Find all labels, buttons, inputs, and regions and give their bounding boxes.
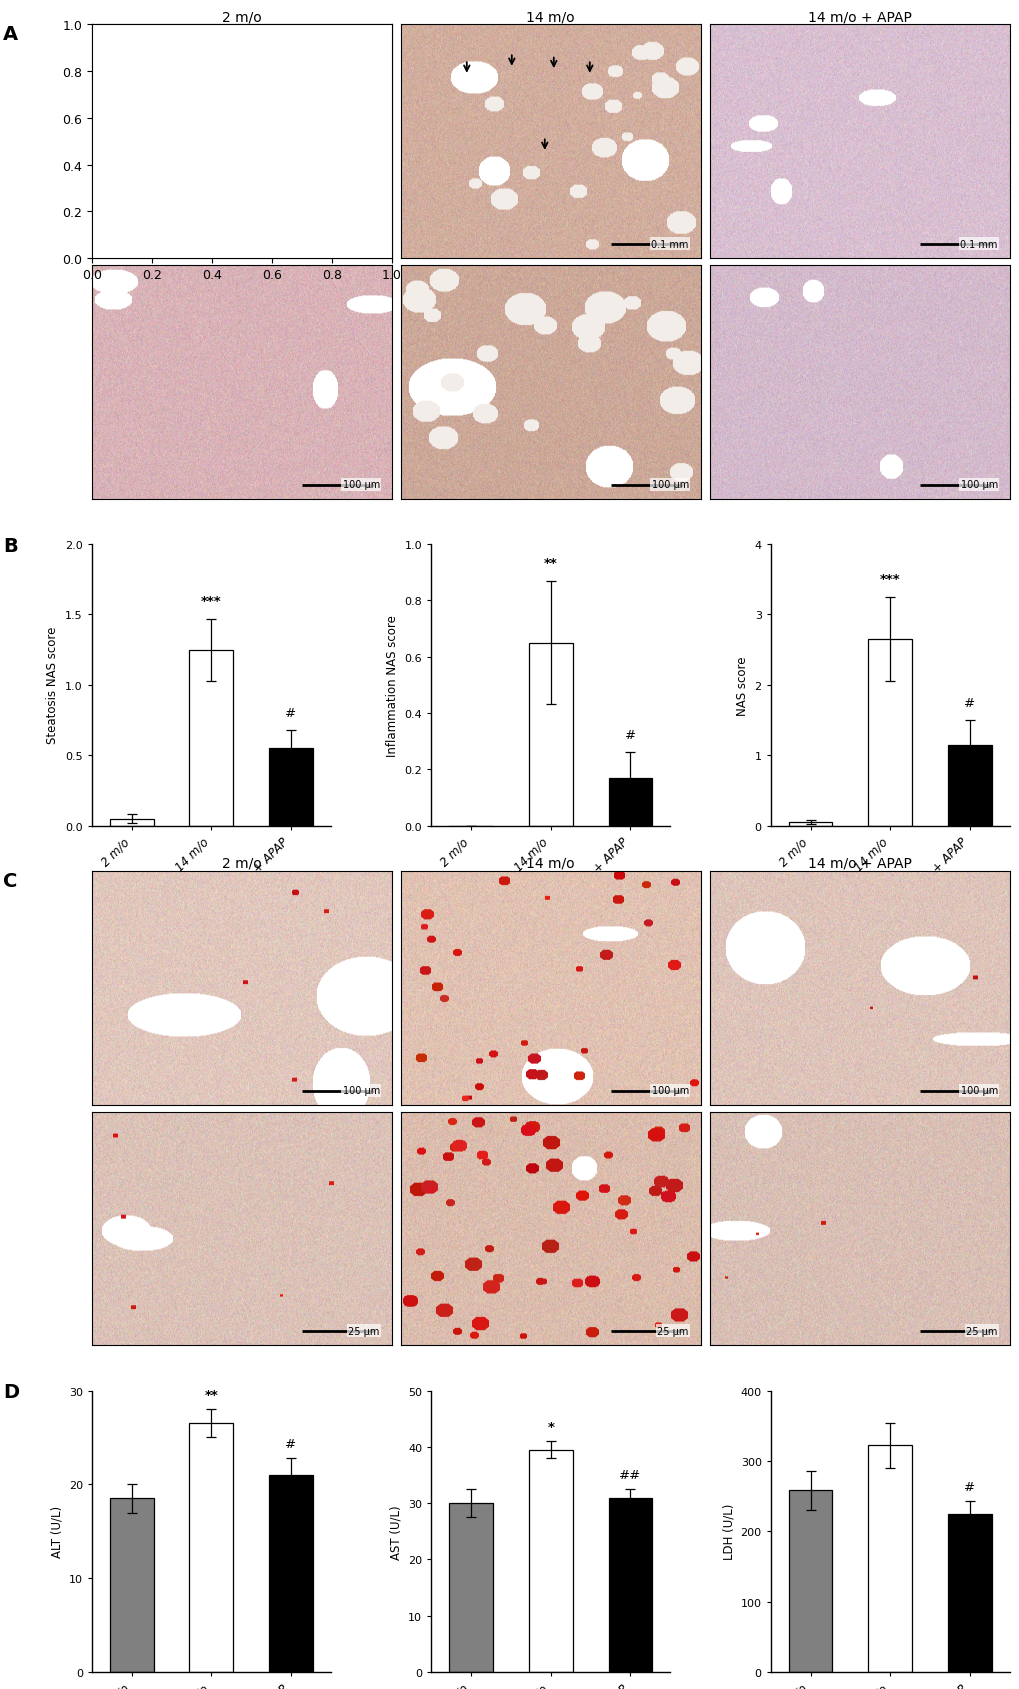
Text: 25 μm: 25 μm — [965, 1326, 997, 1336]
Text: 25 μm: 25 μm — [348, 1326, 379, 1336]
Bar — [269, 1474, 313, 1672]
Text: #: # — [285, 706, 297, 720]
Y-axis label: NAS score: NAS score — [736, 655, 748, 714]
Title: 14 m/o + APAP: 14 m/o + APAP — [807, 856, 911, 870]
Bar — [269, 748, 313, 826]
Y-axis label: ALT (U/L): ALT (U/L) — [50, 1505, 63, 1557]
Title: 14 m/o: 14 m/o — [526, 10, 575, 24]
Text: 100 μm: 100 μm — [651, 1086, 688, 1096]
Bar — [947, 745, 990, 826]
Bar — [788, 823, 832, 826]
Bar — [788, 1491, 832, 1672]
Text: ***: *** — [201, 595, 221, 608]
Text: 100 μm: 100 μm — [960, 1086, 997, 1096]
Title: 2 m/o: 2 m/o — [222, 10, 262, 24]
Bar — [110, 1498, 154, 1672]
Text: D: D — [3, 1382, 19, 1402]
Text: #: # — [285, 1437, 297, 1449]
Bar — [529, 644, 572, 826]
Bar — [190, 1424, 233, 1672]
Text: 100 μm: 100 μm — [342, 480, 379, 490]
Title: 14 m/o + APAP: 14 m/o + APAP — [807, 10, 911, 24]
Title: 14 m/o: 14 m/o — [526, 856, 575, 870]
Y-axis label: Steatosis NAS score: Steatosis NAS score — [47, 627, 59, 743]
Text: ***: *** — [879, 573, 900, 586]
Y-axis label: AST (U/L): AST (U/L) — [389, 1505, 403, 1559]
Text: 0.1 mm: 0.1 mm — [960, 240, 997, 250]
Text: C: C — [3, 872, 17, 890]
Bar — [867, 1446, 911, 1672]
Text: #: # — [963, 1480, 974, 1493]
Text: 100 μm: 100 μm — [342, 1086, 379, 1096]
Text: **: ** — [204, 1388, 218, 1400]
Text: 100 μm: 100 μm — [960, 480, 997, 490]
Bar — [190, 650, 233, 826]
Text: #: # — [625, 728, 636, 741]
Bar — [608, 779, 652, 826]
Bar — [529, 1449, 572, 1672]
Text: #: # — [963, 696, 974, 709]
Title: 2 m/o: 2 m/o — [222, 856, 262, 870]
Y-axis label: Inflammation NAS score: Inflammation NAS score — [385, 615, 398, 757]
Bar — [448, 1503, 492, 1672]
Text: 0.1 mm: 0.1 mm — [342, 240, 379, 250]
Y-axis label: LDH (U/L): LDH (U/L) — [721, 1503, 735, 1559]
Text: **: ** — [543, 557, 557, 569]
Text: 100 μm: 100 μm — [651, 480, 688, 490]
Bar — [947, 1513, 990, 1672]
Text: A: A — [3, 25, 18, 44]
Bar — [110, 819, 154, 826]
Bar — [867, 640, 911, 826]
Text: *: * — [547, 1420, 553, 1432]
Text: ##: ## — [619, 1468, 641, 1481]
Text: B: B — [3, 535, 17, 556]
Bar — [608, 1498, 652, 1672]
Text: 25 μm: 25 μm — [657, 1326, 688, 1336]
Text: 0.1 mm: 0.1 mm — [651, 240, 688, 250]
